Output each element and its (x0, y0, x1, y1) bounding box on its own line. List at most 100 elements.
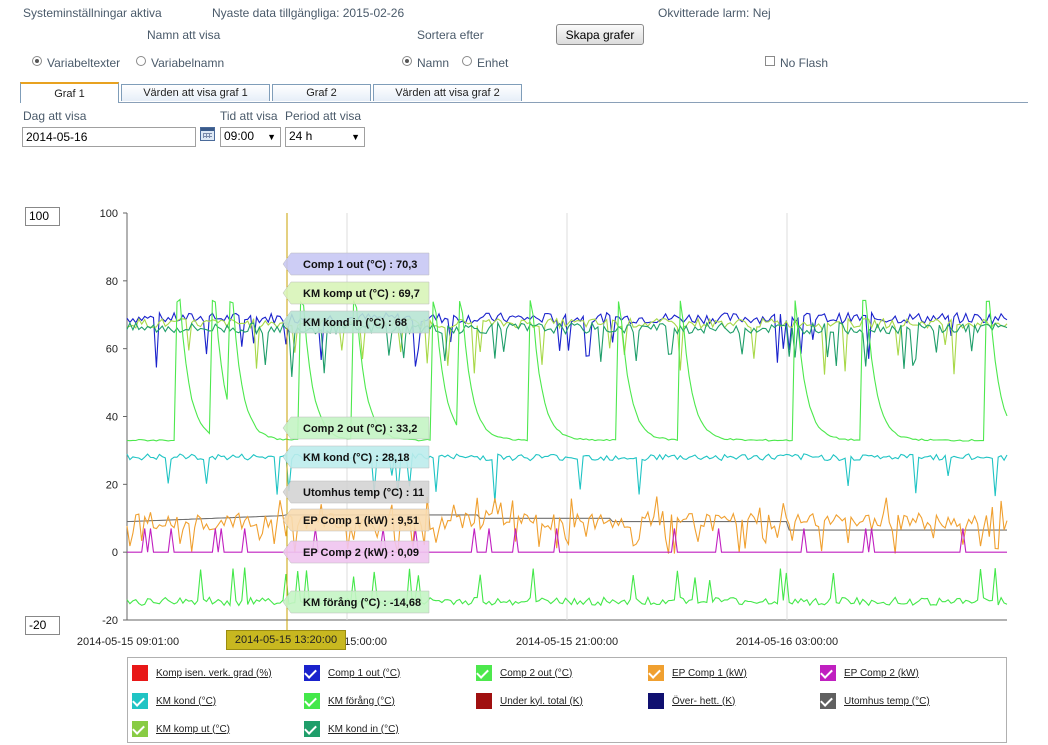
series-line-km-kond-c- (126, 452, 1008, 503)
radio-sort-name[interactable] (402, 56, 412, 66)
name-to-show-label: Namn att visa (147, 28, 221, 42)
tab-bar: Graf 1 Värden att visa graf 1 Graf 2 Vär… (20, 82, 1028, 103)
series-line-comp-1-out-c- (126, 310, 1008, 368)
tab-values-graf-1[interactable]: Värden att visa graf 1 (121, 84, 270, 101)
check-icon (132, 722, 145, 735)
radio-variable-names[interactable] (136, 56, 146, 66)
checkbox-checked-icon[interactable] (132, 721, 148, 737)
tooltip-text: KM förång (°C) : -14,68 (303, 597, 421, 609)
calendar-icon[interactable] (200, 127, 215, 141)
check-icon (820, 694, 833, 707)
series-line-ep-comp-1-kw- (126, 496, 1008, 554)
tooltip-box (282, 310, 430, 334)
latest-data-info: Nyaste data tillgängliga: 2015-02-26 (212, 6, 405, 20)
tooltip-box (282, 508, 430, 532)
x-tick-label: 2014-05-16 03:00:00 (736, 636, 838, 648)
legend-label: KM komp ut (°C) (156, 723, 231, 735)
y-min-input[interactable]: -20 (25, 616, 60, 635)
radio-variable-texts-label: Variabeltexter (47, 56, 121, 70)
radio-sort-unit-label: Enhet (477, 56, 509, 70)
checkbox-checked-icon[interactable] (304, 665, 320, 681)
check-icon (304, 694, 317, 707)
radio-sort-unit[interactable] (462, 56, 472, 66)
radio-variable-texts[interactable] (32, 56, 42, 66)
check-icon (820, 666, 833, 679)
tooltip-box (282, 480, 430, 504)
x-tick-label: 2014-05-15 21:00:00 (516, 636, 618, 648)
series-line-km-f-r-ng-c- (126, 567, 1008, 607)
y-tick-label: 60 (106, 344, 118, 356)
sort-by-label: Sortera efter (417, 28, 484, 42)
alarm-status: Okvitterade larm: Nej (658, 6, 771, 20)
legend-item[interactable]: KM förång (°C) (304, 692, 395, 710)
legend-item[interactable]: Över- hett. (K) (648, 692, 735, 710)
y-tick-label: 0 (112, 547, 118, 559)
y-tick-label: 40 (106, 412, 118, 424)
checkbox-checked-icon[interactable] (304, 693, 320, 709)
legend-label: KM kond in (°C) (328, 723, 399, 735)
y-max-input[interactable]: 100 (25, 207, 60, 226)
legend-item[interactable]: Comp 1 out (°C) (304, 664, 400, 682)
color-swatch[interactable] (476, 693, 492, 709)
tooltip-box (282, 590, 430, 614)
x-tick-label: 2014-05-15 09:01:00 (77, 636, 179, 648)
no-flash-checkbox[interactable] (765, 56, 775, 66)
chart-legend: Komp isen. verk. grad (%) Comp 1 out (°C)… (127, 657, 1007, 743)
time-select[interactable]: 09:00 ▼ (220, 127, 281, 147)
chevron-down-icon: ▼ (267, 132, 276, 142)
series-line-km-komp-ut-c- (126, 317, 1008, 375)
legend-item[interactable]: KM kond (°C) (132, 692, 216, 710)
legend-label: EP Comp 2 (kW) (844, 667, 919, 679)
check-icon (304, 666, 317, 679)
create-graphs-button[interactable]: Skapa grafer (556, 24, 644, 45)
series-line-utomhus-temp-c- (126, 514, 1007, 531)
legend-item[interactable]: KM kond in (°C) (304, 720, 399, 738)
day-label: Dag att visa (23, 109, 87, 123)
color-swatch[interactable] (132, 665, 148, 681)
legend-item[interactable]: Komp isen. verk. grad (%) (132, 664, 272, 682)
settings-status: Systeminställningar aktiva (23, 6, 162, 20)
y-tick-label: -20 (102, 615, 118, 627)
tooltip-box (282, 416, 430, 440)
legend-item[interactable]: Comp 2 out (°C) (476, 664, 572, 682)
tab-graf-1[interactable]: Graf 1 (20, 82, 119, 103)
tooltip-text: Comp 1 out (°C) : 70,3 (303, 259, 417, 271)
tab-values-graf-2[interactable]: Värden att visa graf 2 (373, 84, 522, 101)
series-line-comp-2-out-c- (126, 298, 1008, 442)
check-icon (132, 694, 145, 707)
legend-item[interactable]: Utomhus temp (°C) (820, 692, 930, 710)
tooltip-text: KM kond in (°C) : 68 (303, 317, 407, 329)
legend-item[interactable]: EP Comp 1 (kW) (648, 664, 747, 682)
period-select-value: 24 h (289, 129, 313, 143)
checkbox-checked-icon[interactable] (132, 693, 148, 709)
legend-label: Comp 1 out (°C) (328, 667, 401, 679)
checkbox-checked-icon[interactable] (820, 665, 836, 681)
legend-label: KM förång (°C) (328, 695, 395, 707)
legend-item[interactable]: KM komp ut (°C) (132, 720, 230, 738)
series-line-km-kond-in-c- (126, 320, 1008, 377)
legend-label: EP Comp 1 (kW) (672, 667, 747, 679)
no-flash-label: No Flash (780, 56, 829, 70)
radio-sort-name-label: Namn (417, 56, 450, 70)
checkbox-checked-icon[interactable] (476, 665, 492, 681)
day-input[interactable]: 2014-05-16 (22, 127, 196, 147)
legend-item[interactable]: EP Comp 2 (kW) (820, 664, 919, 682)
tooltip-box (282, 281, 430, 305)
checkbox-checked-icon[interactable] (648, 665, 664, 681)
tab-graf-2[interactable]: Graf 2 (272, 84, 371, 101)
checkbox-checked-icon[interactable] (304, 721, 320, 737)
period-label: Period att visa (285, 109, 362, 123)
check-icon (304, 722, 317, 735)
period-select[interactable]: 24 h ▼ (285, 127, 365, 147)
legend-label: Komp isen. verk. grad (%) (156, 667, 272, 679)
legend-item[interactable]: Under kyl. total (K) (476, 692, 583, 710)
time-select-value: 09:00 (224, 129, 255, 143)
y-tick-label: 80 (106, 276, 118, 288)
legend-label: Utomhus temp (°C) (844, 695, 930, 707)
tooltip-text: EP Comp 1 (kW) : 9,51 (303, 515, 419, 527)
tooltip-box (282, 540, 430, 564)
tooltip-text: Utomhus temp (°C) : 11 (303, 487, 424, 499)
color-swatch[interactable] (648, 693, 664, 709)
checkbox-checked-icon[interactable] (820, 693, 836, 709)
